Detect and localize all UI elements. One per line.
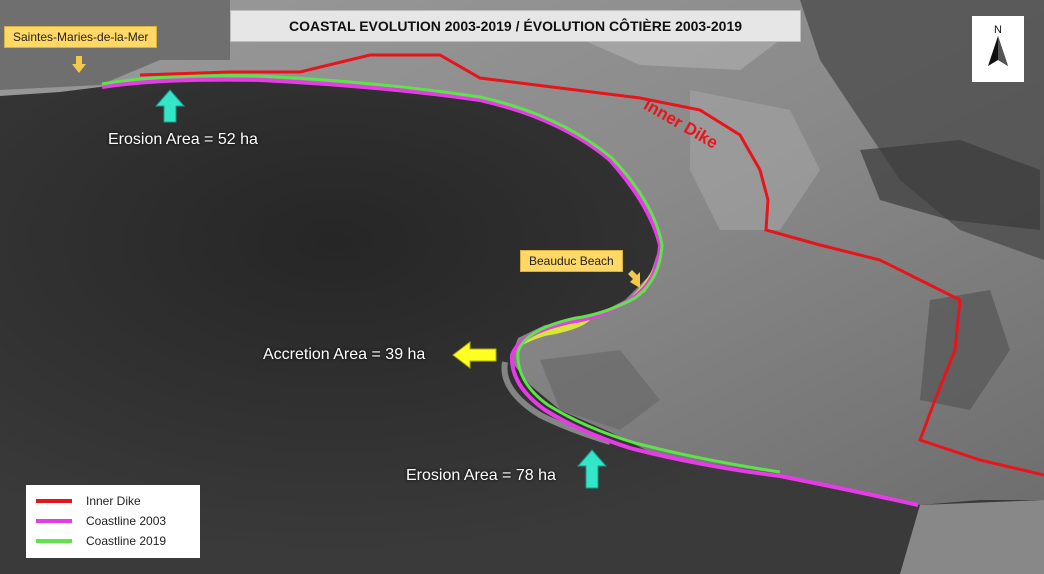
legend-item-coastline-2003: Coastline 2003 [36, 511, 190, 531]
legend-label: Coastline 2003 [86, 514, 167, 528]
legend-label: Inner Dike [86, 494, 141, 508]
beach-label: Beauduc Beach [520, 250, 623, 272]
north-arrow: N [972, 16, 1024, 82]
map-title: COASTAL EVOLUTION 2003-2019 / ÉVOLUTION … [230, 10, 801, 42]
erosion-arrow-west [154, 89, 186, 123]
accretion-arrow [452, 340, 497, 370]
accretion-area-label: Accretion Area = 39 ha [263, 346, 426, 363]
legend-swatch [36, 539, 72, 543]
legend-swatch [36, 499, 72, 503]
erosion-area-south-label: Erosion Area = 78 ha [406, 467, 556, 484]
coastline-2019 [101, 74, 781, 474]
erosion-arrow-south [576, 449, 608, 489]
town-pointer-arrow [72, 56, 86, 73]
legend-swatch [36, 519, 72, 523]
beach-pointer-arrow [628, 270, 640, 288]
surf-zone-south [900, 500, 1044, 574]
surf-zone-beach [501, 361, 611, 445]
north-arrow-icon: N [988, 24, 1008, 66]
town-label: Saintes-Maries-de-la-Mer [4, 26, 158, 48]
legend-label: Coastline 2019 [86, 534, 167, 548]
map-legend: Inner Dike Coastline 2003 Coastline 2019 [26, 485, 200, 558]
legend-item-inner-dike: Inner Dike [36, 491, 190, 511]
erosion-area-west-label: Erosion Area = 52 ha [108, 131, 258, 148]
accretion-patch [515, 320, 590, 350]
inner-dike-line [139, 53, 1044, 477]
beauduc-marsh [540, 350, 660, 430]
north-label: N [994, 24, 1002, 36]
field-zone [860, 140, 1040, 230]
legend-item-coastline-2019: Coastline 2019 [36, 531, 190, 551]
